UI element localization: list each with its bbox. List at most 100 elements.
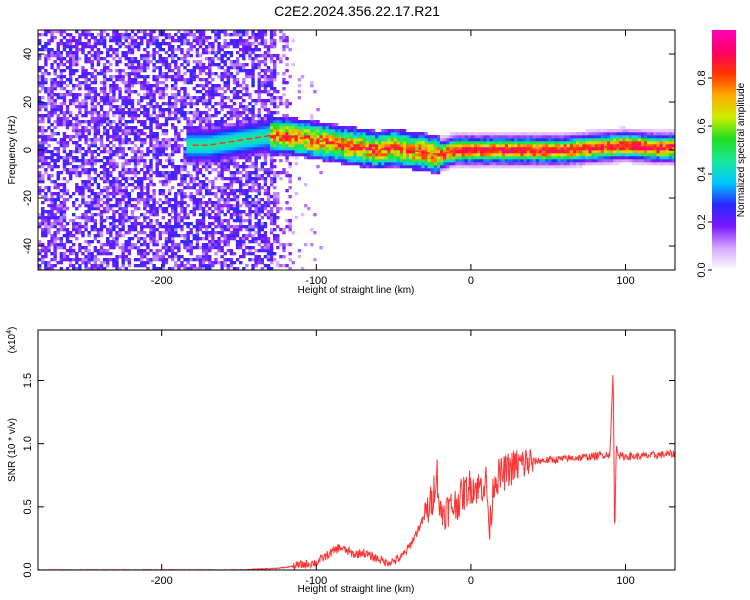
spectrogram-cell — [307, 120, 311, 124]
spectrogram-cell — [217, 246, 221, 250]
spectrogram-cell — [384, 135, 388, 139]
spectrogram-cell — [288, 165, 292, 169]
spectrogram-cell — [483, 159, 487, 163]
spectrogram-cell — [62, 147, 67, 151]
spectrogram-cell — [467, 141, 472, 145]
spectrogram-cell — [279, 57, 283, 61]
spectrogram-cell — [183, 72, 187, 76]
spectrogram-cell — [381, 129, 385, 133]
spectrogram-cell — [158, 30, 162, 34]
spectrogram-cell — [232, 147, 237, 151]
spectrogram-cell — [183, 258, 187, 262]
spectrogram-cell — [214, 213, 218, 217]
spectrogram-cell — [146, 39, 150, 43]
spectrogram-cell — [313, 132, 317, 136]
spectrogram-cell — [263, 75, 268, 79]
spectrogram-cell — [118, 180, 122, 184]
spectrogram-cell — [208, 216, 212, 220]
spectrogram-cell — [68, 60, 73, 64]
spectrogram-cell — [115, 63, 119, 67]
spectrogram-cell — [78, 165, 82, 169]
spectrogram-cell — [436, 168, 441, 172]
spectrogram-cell — [424, 153, 428, 157]
spectrogram-cell — [149, 183, 153, 187]
spectrogram-cell — [245, 90, 249, 94]
spectrogram-cell — [260, 165, 265, 169]
spectrogram-cell — [260, 249, 265, 253]
spectrogram-cell — [81, 165, 85, 169]
spectrogram-cell — [223, 243, 227, 247]
spectrogram-cell — [140, 153, 144, 157]
spectrogram-cell — [378, 159, 382, 163]
spectrogram-cell — [325, 132, 329, 136]
spectrogram-cell — [235, 216, 240, 220]
spectrogram-cell — [84, 102, 88, 106]
spectrogram-cell — [167, 174, 172, 178]
spectrogram-cell — [152, 78, 156, 82]
spectrogram-cell — [470, 144, 475, 148]
spectrogram-cell — [174, 105, 178, 109]
spectrogram-cell — [109, 240, 113, 244]
spectrogram-cell — [62, 207, 67, 211]
spectrogram-cell — [220, 135, 224, 139]
spectrogram-cell — [96, 159, 101, 163]
spectrogram-cell — [149, 105, 153, 109]
spectrogram-cell — [396, 162, 401, 166]
spectrogram-cell — [155, 105, 159, 109]
spectrogram-cell — [164, 261, 169, 265]
spectrogram-cell — [208, 258, 212, 262]
spectrogram-cell — [242, 54, 246, 58]
spectrogram-cell — [50, 192, 54, 196]
spectrogram-cell — [263, 183, 268, 187]
spectrogram-cell — [211, 132, 215, 136]
spectrogram-cell — [170, 267, 175, 271]
spectrogram-cell — [220, 177, 224, 181]
spectrogram-cell — [93, 207, 98, 211]
spectrogram-cell — [115, 108, 119, 112]
spectrogram-cell — [167, 192, 172, 196]
spectrogram-cell — [288, 219, 292, 223]
spectrogram-cell — [186, 132, 190, 136]
spectrogram-cell — [121, 123, 125, 127]
spectrogram-cell — [229, 225, 234, 229]
spectrogram-cell — [192, 147, 196, 151]
spectrogram-cell — [260, 210, 265, 214]
spectrogram-cell — [362, 135, 367, 139]
spectrogram-cell — [44, 171, 48, 175]
spectrogram-cell — [461, 165, 466, 169]
spectrogram-cell — [195, 246, 200, 250]
spectrogram-cell — [47, 42, 51, 46]
spectrogram-cell — [143, 108, 147, 112]
spectrogram-cell — [214, 192, 218, 196]
spectrogram-cell — [75, 183, 79, 187]
spectrogram-cell — [486, 165, 490, 169]
spectrogram-cell — [201, 174, 206, 178]
spectrogram-cell — [474, 150, 478, 154]
spectrogram-cell — [127, 42, 132, 46]
spectrogram-cell — [152, 258, 156, 262]
spectrogram-cell — [269, 183, 274, 187]
spectrogram-cell — [226, 165, 231, 169]
spectrogram-cell — [158, 60, 162, 64]
spectrogram-cell — [223, 84, 227, 88]
spectrogram-cell — [93, 222, 98, 226]
spectrogram-cell — [140, 57, 144, 61]
spectrogram-cell — [455, 162, 459, 166]
spectrogram-cell — [136, 264, 141, 268]
spectrogram-cell — [136, 66, 141, 70]
spectrogram-cell — [458, 153, 462, 157]
spectrogram-cell — [359, 153, 363, 157]
spectrogram-cell — [93, 96, 98, 100]
spectrogram-cell — [44, 186, 48, 190]
spectrogram-cell — [273, 63, 277, 67]
spectrogram-cell — [208, 246, 212, 250]
spectrogram-cell — [390, 156, 394, 160]
spectrogram-cell — [257, 249, 261, 253]
spectrogram-cell — [167, 69, 172, 73]
spectrogram-cell — [164, 228, 169, 232]
spectrogram-cell — [480, 138, 484, 142]
spectrogram-cell — [235, 135, 240, 139]
spectrogram-cell — [424, 138, 428, 142]
spectrogram-cell — [180, 87, 184, 91]
spectrogram-cell — [140, 120, 144, 124]
